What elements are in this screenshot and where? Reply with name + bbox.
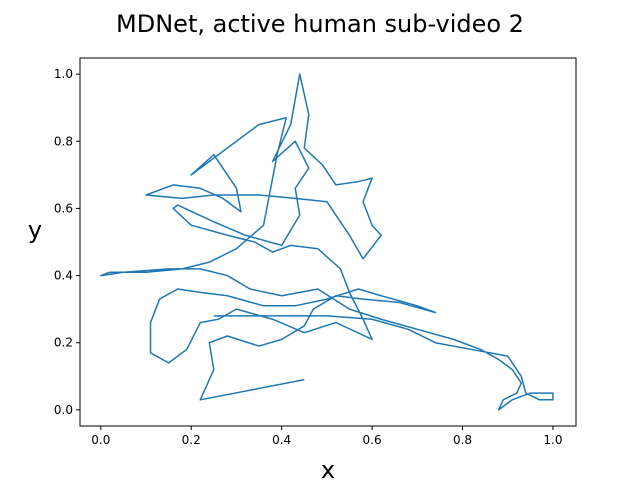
x-axis-label: x: [321, 456, 335, 480]
y-tick-label: 0.4: [54, 269, 73, 283]
trajectory-line: [100, 73, 554, 411]
plot-frame: [79, 57, 577, 427]
x-tick-label: 0.4: [272, 433, 291, 447]
y-axis-label: y: [28, 216, 42, 244]
y-tick-label: 1.0: [54, 67, 73, 81]
x-tick-label: 0.8: [453, 433, 472, 447]
y-tick-label: 0.8: [54, 134, 73, 148]
x-tick-label: 0.6: [363, 433, 382, 447]
y-tick-label: 0.6: [54, 201, 73, 215]
y-tick-label: 0.0: [54, 403, 73, 417]
x-tick-label: 0.0: [91, 433, 110, 447]
x-tick-label: 1.0: [543, 433, 562, 447]
chart-title: MDNet, active human sub-video 2: [116, 10, 524, 38]
x-tick-label: 0.2: [182, 433, 201, 447]
y-tick-label: 0.2: [54, 336, 73, 350]
